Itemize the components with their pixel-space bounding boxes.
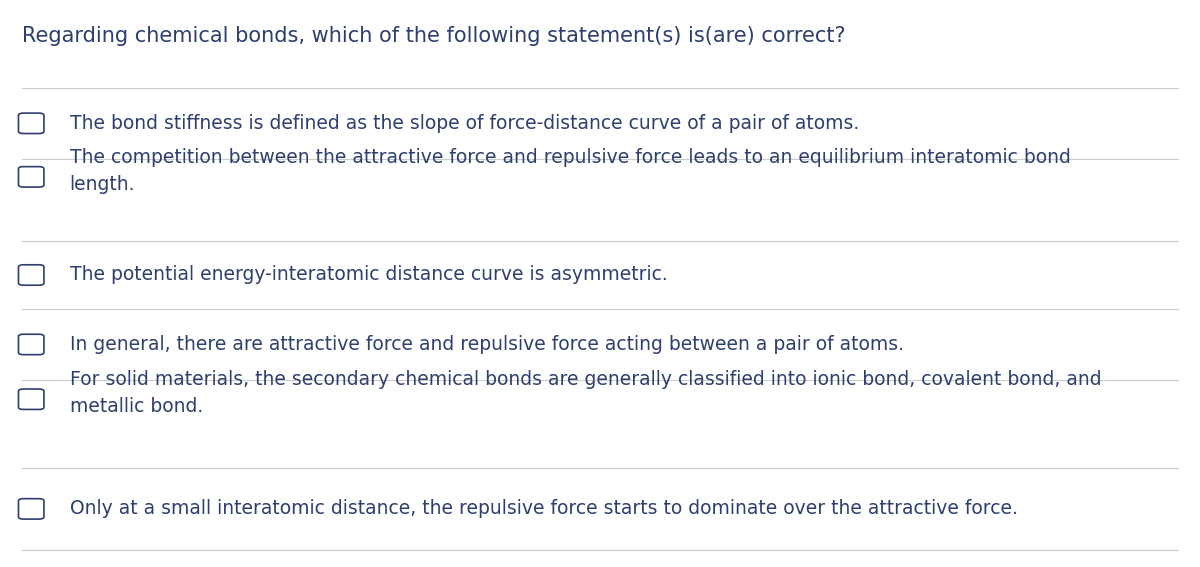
Text: The bond stiffness is defined as the slope of force-distance curve of a pair of : The bond stiffness is defined as the slo… <box>70 114 859 133</box>
Text: For solid materials, the secondary chemical bonds are generally classified into : For solid materials, the secondary chemi… <box>70 370 1102 416</box>
Text: Regarding chemical bonds, which of the following statement(s) is(are) correct?: Regarding chemical bonds, which of the f… <box>22 26 845 45</box>
FancyBboxPatch shape <box>18 113 44 134</box>
Text: The potential energy-interatomic distance curve is asymmetric.: The potential energy-interatomic distanc… <box>70 265 667 285</box>
Text: Only at a small interatomic distance, the repulsive force starts to dominate ove: Only at a small interatomic distance, th… <box>70 500 1018 518</box>
FancyBboxPatch shape <box>18 389 44 409</box>
Text: In general, there are attractive force and repulsive force acting between a pair: In general, there are attractive force a… <box>70 335 904 354</box>
FancyBboxPatch shape <box>18 335 44 355</box>
FancyBboxPatch shape <box>18 265 44 285</box>
Text: The competition between the attractive force and repulsive force leads to an equ: The competition between the attractive f… <box>70 148 1070 194</box>
FancyBboxPatch shape <box>18 499 44 519</box>
FancyBboxPatch shape <box>18 167 44 187</box>
